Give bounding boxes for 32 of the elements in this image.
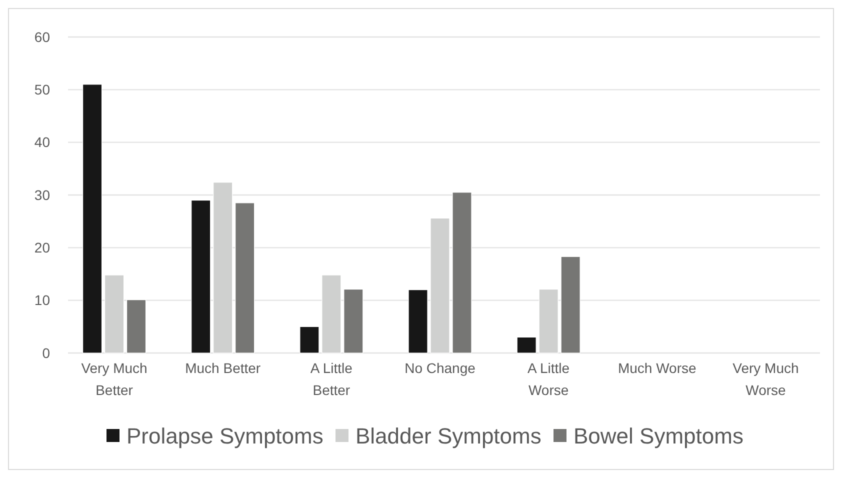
bar — [104, 274, 124, 354]
bar — [430, 218, 450, 354]
bar — [126, 300, 146, 354]
x-tick-label: A Little Worse — [528, 360, 570, 398]
bar — [213, 182, 233, 354]
legend-label: Bladder Symptoms — [356, 424, 542, 449]
y-tick-label: 50 — [34, 82, 50, 98]
bar — [344, 288, 364, 354]
bar — [452, 192, 472, 354]
bar — [235, 202, 255, 354]
x-tick-label: No Change — [404, 360, 476, 376]
x-tick-label: Very Much Worse — [732, 360, 799, 398]
bar — [191, 200, 211, 354]
y-tick-label: 0 — [42, 344, 50, 361]
bar — [322, 274, 342, 354]
bar — [300, 326, 320, 354]
y-tick-label: 60 — [34, 28, 50, 45]
legend-label: Bowel Symptoms — [574, 424, 744, 449]
x-tick-label: Much Better — [185, 360, 261, 376]
legend-label: Prolapse Symptoms — [126, 424, 324, 449]
x-tick-label: Much Worse — [618, 360, 697, 376]
x-tick-label: A Little Better — [310, 360, 353, 398]
y-tick-label: 10 — [34, 292, 50, 308]
y-tick-label: 30 — [34, 186, 50, 203]
bar — [538, 288, 558, 354]
y-tick-label: 20 — [34, 240, 50, 256]
bar — [516, 336, 536, 354]
y-tick-label: 40 — [34, 134, 50, 150]
bar — [560, 256, 580, 354]
bar — [82, 84, 102, 354]
x-tick-label: Very Much Better — [81, 360, 148, 398]
bar — [408, 290, 428, 354]
